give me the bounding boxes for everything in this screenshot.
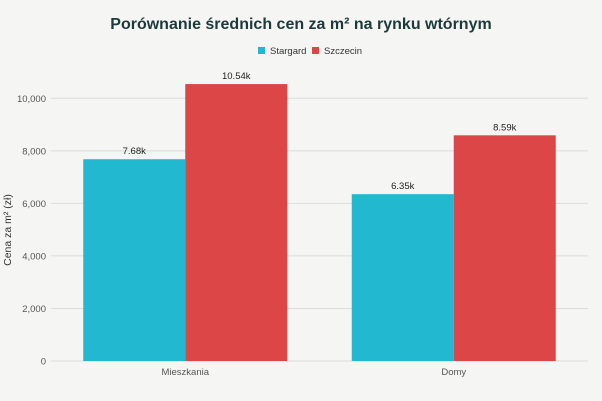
chart-title: Porównanie średnich cen za m² na rynku w…: [110, 16, 491, 33]
legend-label: Szczecin: [324, 46, 362, 57]
y-axis-ticks: 0 2,000 4,000 6,000 8,000 10,000: [17, 94, 46, 368]
legend: Stargard Szczecin: [258, 46, 362, 57]
legend-swatch: [312, 47, 319, 54]
legend-item-szczecin[interactable]: Szczecin: [312, 46, 362, 57]
x-tick-label: Domy: [441, 367, 466, 378]
y-tick-label: 4,000: [22, 251, 46, 262]
bar-data-label: 6.35k: [391, 181, 414, 192]
bar-data-label: 10.54k: [222, 71, 251, 82]
legend-item-stargard[interactable]: Stargard: [258, 46, 306, 57]
x-axis-ticks: Mieszkania Domy: [161, 367, 466, 378]
legend-swatch: [258, 47, 265, 54]
bar-stargard-domy: [351, 194, 454, 361]
y-tick-label: 2,000: [22, 304, 46, 315]
x-tick-label: Mieszkania: [161, 367, 209, 378]
y-tick-label: 6,000: [22, 199, 46, 210]
legend-label: Stargard: [270, 46, 306, 57]
bar-szczecin-mieszkania: [185, 84, 288, 362]
y-tick-label: 8,000: [22, 146, 46, 157]
bar-data-label: 8.59k: [493, 122, 516, 133]
bar-szczecin-domy: [453, 135, 556, 361]
y-tick-label: 0: [41, 357, 46, 368]
bar-data-label: 7.68k: [123, 146, 146, 157]
bar-labels: 7.68k 10.54k 6.35k 8.59k: [123, 71, 517, 192]
y-tick-label: 10,000: [17, 94, 46, 105]
bars: [83, 84, 556, 362]
bar-stargard-mieszkania: [83, 159, 186, 361]
y-axis-title: Cena za m² (zł): [2, 194, 14, 266]
